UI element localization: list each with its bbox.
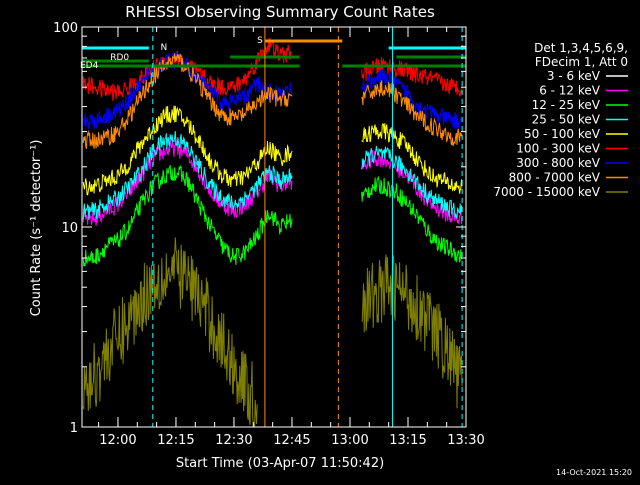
series-line bbox=[361, 170, 463, 311]
legend-entry: 800 - 7000 keV bbox=[509, 171, 628, 185]
legend-entry: 25 - 50 keV bbox=[532, 113, 628, 127]
y-tick-label: 100 bbox=[53, 21, 78, 36]
series-line bbox=[361, 80, 463, 147]
flag-label: S bbox=[257, 36, 263, 46]
series-25-50keV-group bbox=[82, 131, 463, 220]
legend-entry: 7000 - 15000 keV bbox=[493, 185, 628, 199]
series-line bbox=[361, 150, 463, 225]
series-12-25keV-group bbox=[82, 164, 463, 267]
x-axis-label: Start Time (03-Apr-07 11:50:42) bbox=[176, 456, 384, 471]
series-800-7000keV-group bbox=[82, 53, 463, 150]
x-tick-label: 13:30 bbox=[447, 433, 484, 448]
legend-entry: 6 - 12 keV bbox=[539, 84, 628, 98]
legend-entry: 50 - 100 keV bbox=[524, 127, 628, 141]
series-line bbox=[82, 166, 293, 341]
series-line bbox=[361, 175, 463, 263]
x-tick-label: 13:15 bbox=[389, 433, 426, 448]
legend-entry-label: 25 - 50 keV bbox=[532, 113, 601, 127]
legend-entry-label: 300 - 800 keV bbox=[516, 156, 600, 170]
series-7000-15000keV-group bbox=[82, 237, 463, 427]
y-tick-label: 1 bbox=[70, 421, 78, 436]
legend-entry-label: 6 - 12 keV bbox=[539, 84, 601, 98]
series-line bbox=[82, 164, 293, 267]
x-tick-label: 13:00 bbox=[331, 433, 368, 448]
x-tick-label: 12:15 bbox=[157, 433, 194, 448]
series-line bbox=[361, 68, 463, 130]
legend-entry-label: 100 - 300 keV bbox=[516, 142, 600, 156]
legend: Det 1,3,4,5,6,9, FDecim 1, Att 0 3 - 6 k… bbox=[493, 41, 628, 199]
legend-entry-label: 12 - 25 keV bbox=[532, 98, 601, 112]
legend-entry-label: 50 - 100 keV bbox=[524, 127, 601, 141]
legend-entry-label: 3 - 6 keV bbox=[547, 69, 601, 83]
series-line bbox=[82, 105, 293, 196]
legend-header-line-1: Det 1,3,4,5,6,9, bbox=[534, 41, 628, 55]
series-line bbox=[361, 56, 463, 97]
legend-entry: 100 - 300 keV bbox=[516, 142, 628, 156]
annotation-layer: N RD0 ED4 S bbox=[80, 27, 466, 427]
legend-entry: 3 - 6 keV bbox=[547, 69, 628, 83]
flag-label: RD0 bbox=[110, 53, 129, 63]
flag-rd0: RD0 bbox=[82, 53, 149, 63]
flag-label: ED4 bbox=[80, 61, 99, 71]
legend-entry: 300 - 800 keV bbox=[516, 156, 628, 170]
y-tick-label: 10 bbox=[61, 221, 78, 236]
flag-ed4: ED4 bbox=[80, 61, 300, 71]
y-axis-label: Count Rate (s⁻¹ detector⁻¹) bbox=[29, 140, 44, 317]
x-tick-label: 12:00 bbox=[99, 433, 136, 448]
footer-timestamp: 14-Oct-2021 15:20 bbox=[556, 468, 632, 477]
legend-entry-label: 800 - 7000 keV bbox=[509, 171, 601, 185]
series-line bbox=[82, 53, 293, 150]
flag-s: S bbox=[257, 36, 343, 46]
series-line bbox=[361, 254, 463, 409]
x-tick-label: 12:30 bbox=[215, 433, 252, 448]
chart-title: RHESSI Observing Summary Count Rates bbox=[125, 3, 435, 21]
flag-n: N bbox=[82, 43, 167, 53]
legend-entry-label: 7000 - 15000 keV bbox=[493, 185, 600, 199]
x-tick-label: 12:45 bbox=[273, 433, 310, 448]
series-line bbox=[82, 237, 258, 427]
flag-label: N bbox=[161, 43, 168, 53]
series-line bbox=[361, 122, 463, 194]
axis-layer: 1 10 100 12:00 12:15 12:30 12:45 13:00 13:15 13:3… bbox=[53, 21, 485, 448]
legend-entry: 12 - 25 keV bbox=[532, 98, 628, 112]
series-3-6keV-group bbox=[82, 166, 463, 341]
series-line bbox=[361, 145, 463, 219]
legend-header-line-2: FDecim 1, Att 0 bbox=[535, 55, 628, 69]
series-line bbox=[82, 131, 293, 220]
series-50-100keV-group bbox=[82, 105, 463, 196]
